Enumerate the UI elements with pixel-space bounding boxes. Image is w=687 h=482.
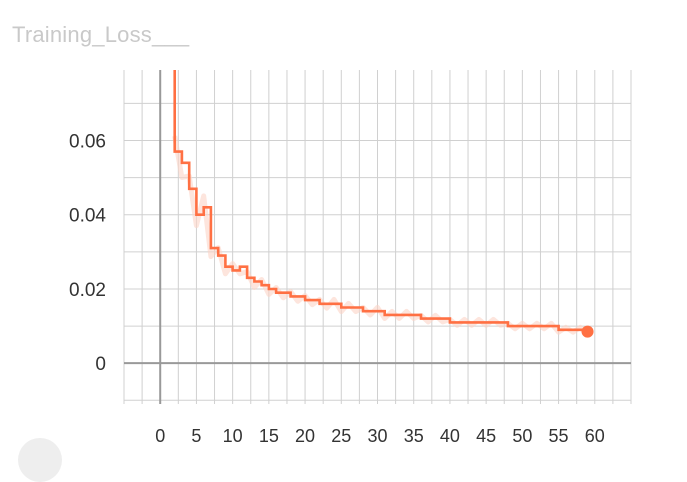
y-tick-label: 0 (95, 354, 106, 375)
x-tick-label: 55 (549, 426, 569, 446)
corner-button-icon[interactable] (18, 438, 62, 482)
chart-title: Training_Loss___ (12, 22, 190, 47)
raw-loss-line (172, 135, 590, 338)
x-tick-label: 5 (191, 426, 201, 446)
x-tick-label: 25 (331, 426, 351, 446)
x-tick-label: 20 (295, 426, 315, 446)
x-tick-labels: 0 5 10 15 20 25 30 35 40 45 50 55 60 (155, 426, 605, 446)
x-tick-label: 40 (440, 426, 460, 446)
training-loss-chart[interactable]: 0 0.02 0.04 0.06 0 5 10 15 20 25 30 35 40 45 50 55 60 (0, 0, 687, 450)
x-tick-label: 10 (223, 426, 243, 446)
x-tick-label: 0 (155, 426, 165, 446)
grid-lines (123, 70, 632, 404)
smoothed-loss-series (173, 70, 594, 338)
y-tick-label: 0.02 (69, 280, 106, 301)
loss-line (173, 70, 589, 334)
y-tick-label: 0.04 (69, 206, 106, 227)
x-tick-label: 50 (512, 426, 532, 446)
raw-loss-series (172, 135, 590, 338)
y-tick-label: 0.06 (69, 132, 106, 153)
x-tick-label: 30 (367, 426, 387, 446)
x-tick-label: 15 (259, 426, 279, 446)
x-tick-label: 45 (476, 426, 496, 446)
x-tick-label: 35 (404, 426, 424, 446)
zero-axes (124, 70, 631, 404)
x-tick-label: 60 (585, 426, 605, 446)
y-tick-labels: 0 0.02 0.04 0.06 (69, 132, 106, 376)
last-point-marker (581, 325, 594, 338)
